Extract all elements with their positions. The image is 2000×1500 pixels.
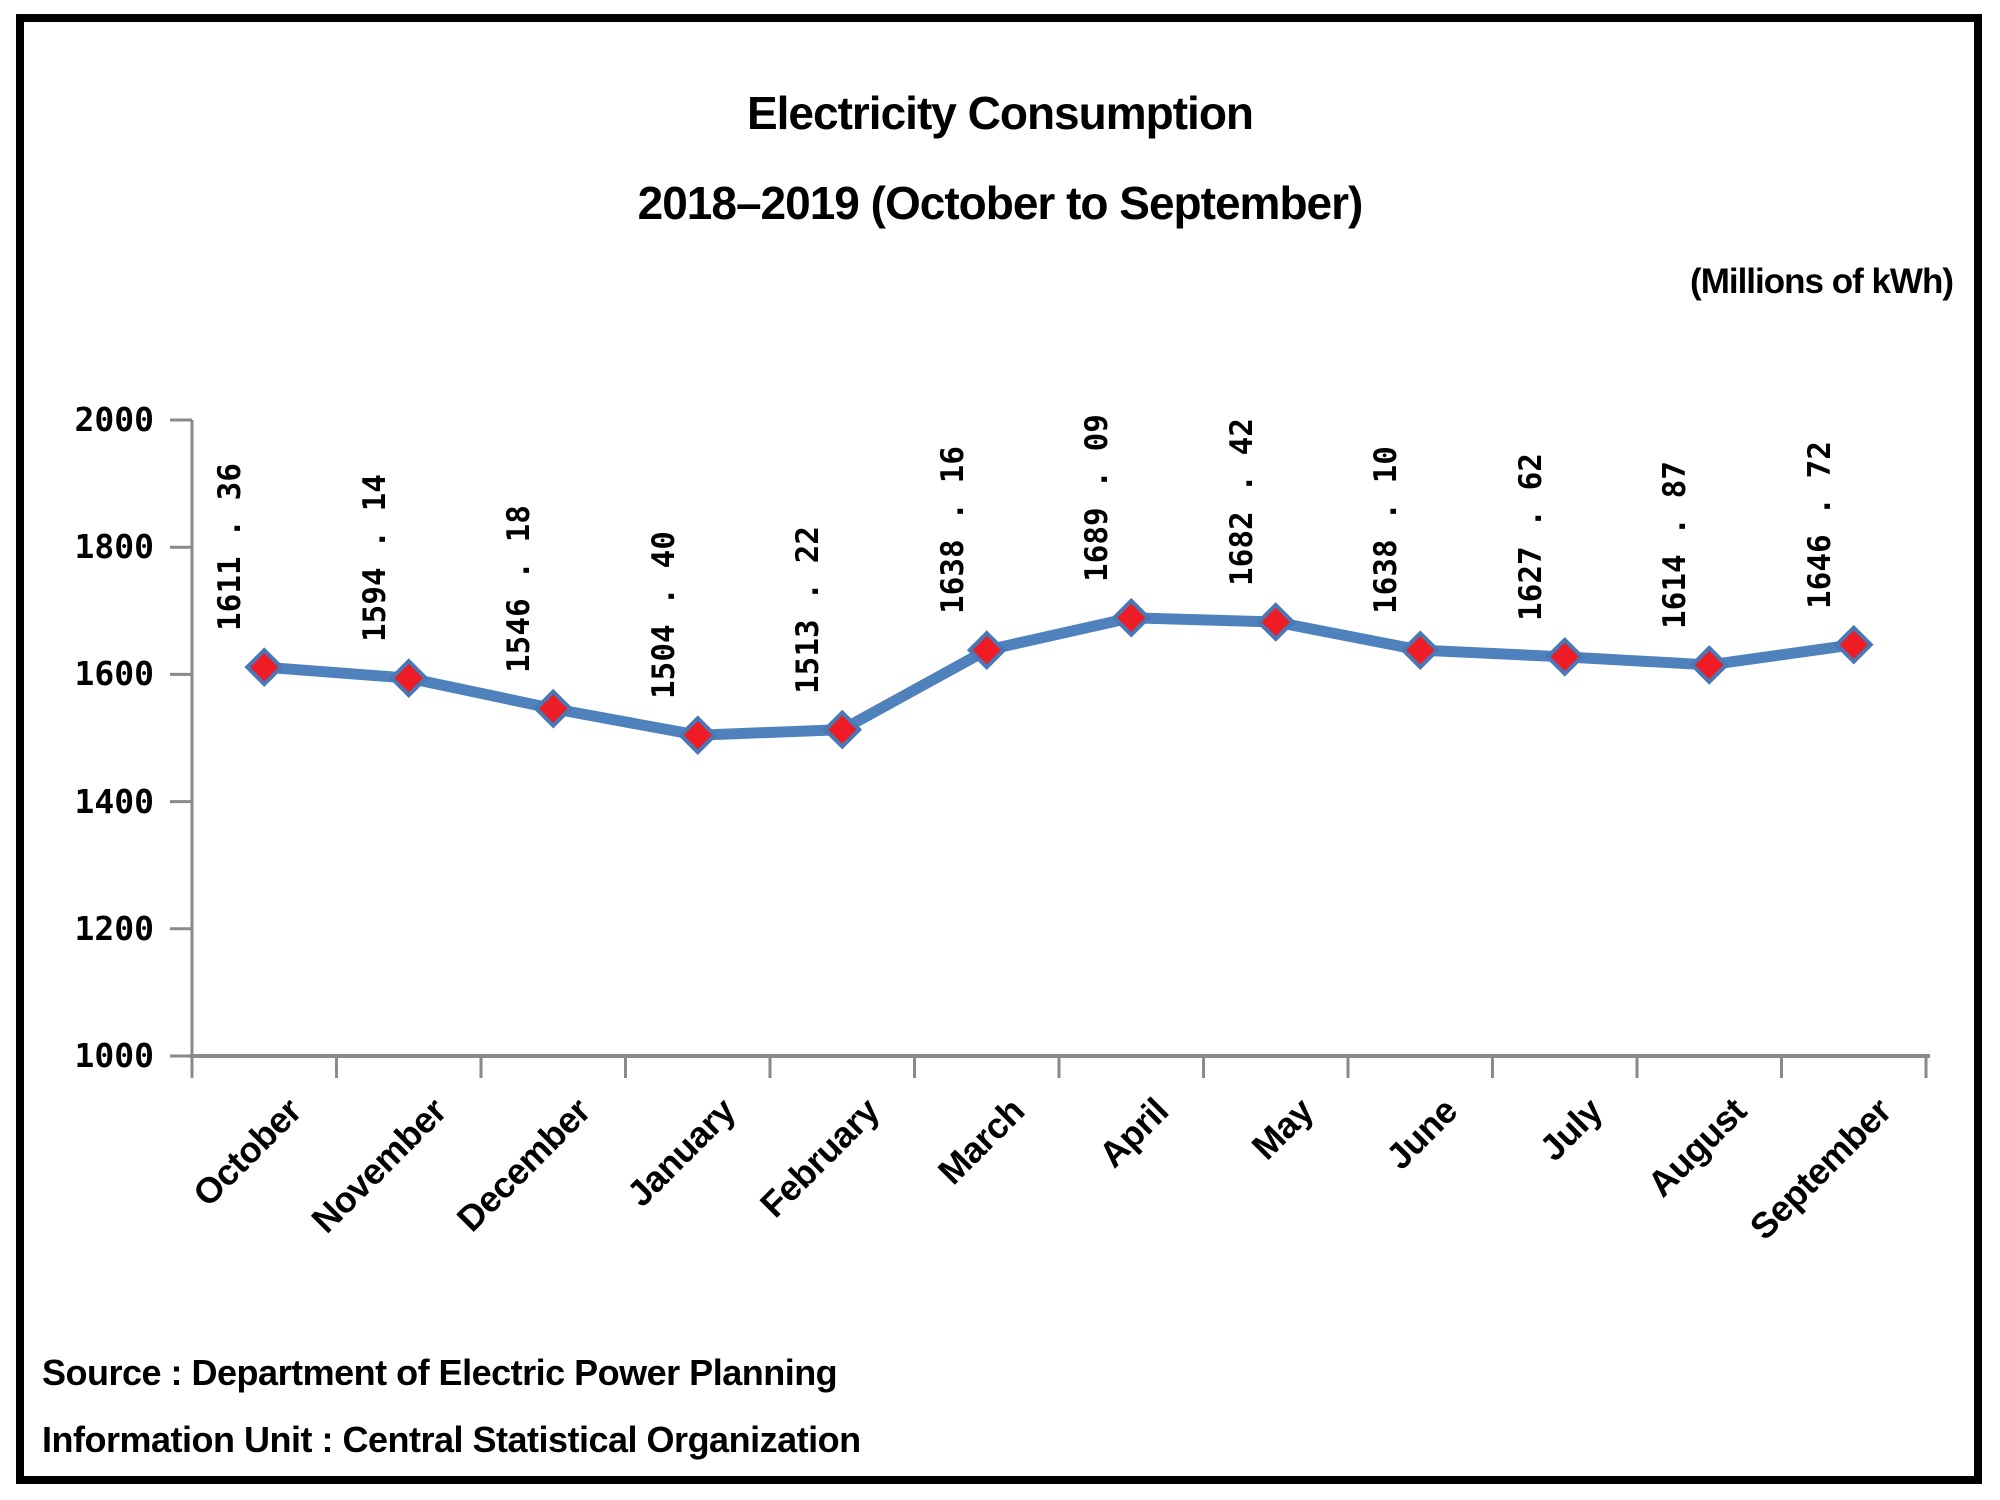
data-point-marker — [1111, 597, 1152, 638]
chart-title: Electricity Consumption — [746, 87, 1254, 139]
data-point-label: 1646 . 72 — [1801, 440, 1838, 609]
data-point-marker — [1689, 645, 1730, 685]
data-point-label: 1594 . 14 — [356, 474, 393, 643]
chart-subtitle: 2018–2019 (October to September) — [637, 177, 1364, 229]
data-point-marker — [966, 630, 1007, 670]
data-point-label: 1638 . 10 — [1368, 446, 1405, 615]
data-point-marker — [533, 688, 574, 729]
y-axis-tick-label: 1000 — [74, 1036, 154, 1075]
y-axis-tick-label: 1600 — [74, 654, 154, 694]
data-point-marker — [1833, 624, 1874, 665]
y-axis-tick-label: 1800 — [74, 527, 154, 567]
data-point-label: 1638 . 16 — [934, 446, 971, 615]
data-point-marker — [244, 647, 285, 688]
data-point-label: 1689 . 09 — [1079, 413, 1116, 582]
footer-source: Source : Department of Electric Power Pl… — [42, 1352, 838, 1393]
data-point-label: 1504 . 40 — [645, 531, 682, 700]
data-point-label: 1611 . 36 — [212, 463, 249, 632]
data-point-marker — [1255, 602, 1296, 642]
y-axis-tick-label: 1200 — [74, 908, 154, 948]
data-point-label: 1546 . 18 — [501, 504, 538, 673]
y-axis-tick-label: 1400 — [74, 781, 154, 821]
data-point-label: 1627 . 62 — [1512, 452, 1549, 621]
data-point-label: 1682 . 42 — [1223, 417, 1260, 586]
data-point-label: 1513 . 22 — [790, 525, 827, 694]
consumption-line — [258, 612, 1860, 741]
y-axis-tick-label: 2000 — [74, 400, 154, 439]
units-note: (Millions of kWh) — [1690, 262, 1954, 301]
footer-info-unit: Information Unit : Central Statistical O… — [42, 1419, 861, 1460]
data-point-marker — [388, 658, 429, 698]
data-point-marker — [1400, 630, 1441, 670]
data-point-marker — [677, 715, 718, 756]
data-point-marker — [1544, 637, 1585, 677]
data-point-marker — [822, 709, 863, 750]
data-point-label: 1614 . 87 — [1657, 460, 1694, 629]
